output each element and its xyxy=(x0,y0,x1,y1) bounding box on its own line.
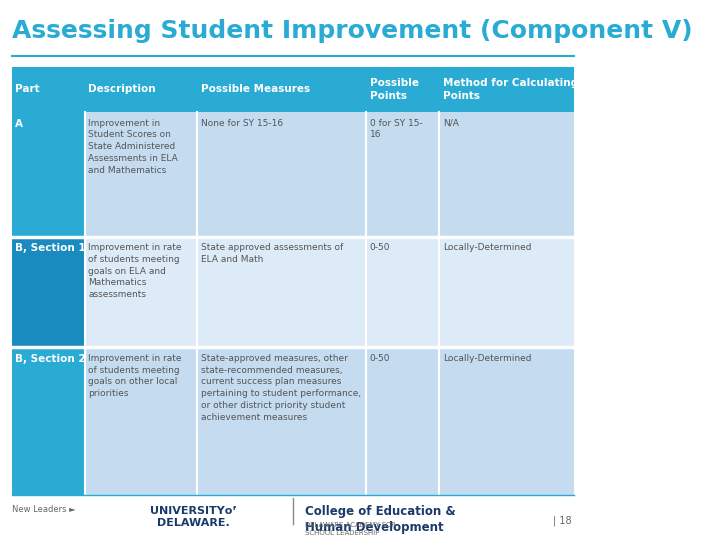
Text: Assessing Student Improvement (Component V): Assessing Student Improvement (Component… xyxy=(12,19,693,43)
Text: Improvement in rate
of students meeting
goals on other local
priorities: Improvement in rate of students meeting … xyxy=(89,354,182,399)
Text: Possible Measures: Possible Measures xyxy=(201,84,310,94)
Text: Locally-Determined: Locally-Determined xyxy=(443,354,531,363)
Text: B, Section 2: B, Section 2 xyxy=(15,354,86,364)
Text: Description: Description xyxy=(89,84,156,94)
FancyBboxPatch shape xyxy=(12,347,85,495)
FancyBboxPatch shape xyxy=(12,67,575,112)
FancyBboxPatch shape xyxy=(85,237,575,347)
Text: Part: Part xyxy=(15,84,40,94)
Text: 0-50: 0-50 xyxy=(370,243,390,252)
Text: 0 for SY 15-
16: 0 for SY 15- 16 xyxy=(370,118,423,139)
Text: 0-50: 0-50 xyxy=(370,354,390,363)
Text: None for SY 15-16: None for SY 15-16 xyxy=(201,118,283,127)
Text: B, Section 1: B, Section 1 xyxy=(15,243,86,253)
Text: A: A xyxy=(15,118,23,129)
Text: UNIVERSITY​ᴏᶠ
DELAWARE.: UNIVERSITY​ᴏᶠ DELAWARE. xyxy=(150,506,237,528)
Text: State approved assessments of
ELA and Math: State approved assessments of ELA and Ma… xyxy=(201,243,343,264)
Text: Possible
Points: Possible Points xyxy=(370,78,419,100)
Text: Method for Calculating
Points: Method for Calculating Points xyxy=(443,78,578,100)
Text: New Leaders ►: New Leaders ► xyxy=(12,504,76,514)
Text: Locally-Determined: Locally-Determined xyxy=(443,243,531,252)
Text: Improvement in
Student Scores on
State Administered
Assessments in ELA
and Mathe: Improvement in Student Scores on State A… xyxy=(89,118,178,175)
FancyBboxPatch shape xyxy=(85,347,575,495)
Text: Improvement in rate
of students meeting
goals on ELA and
Mathematics
assessments: Improvement in rate of students meeting … xyxy=(89,243,182,299)
FancyBboxPatch shape xyxy=(85,112,575,237)
FancyBboxPatch shape xyxy=(12,112,85,237)
Text: | 18: | 18 xyxy=(553,515,572,525)
Text: College of Education &
Human Development: College of Education & Human Development xyxy=(305,504,456,534)
FancyBboxPatch shape xyxy=(12,237,85,347)
Text: State-approved measures, other
state-recommended measures,
current success plan : State-approved measures, other state-rec… xyxy=(201,354,361,422)
Text: DELAWARE ACADEMY FOR
SCHOOL LEADERSHIP: DELAWARE ACADEMY FOR SCHOOL LEADERSHIP xyxy=(305,522,396,536)
Text: N/A: N/A xyxy=(443,118,459,127)
